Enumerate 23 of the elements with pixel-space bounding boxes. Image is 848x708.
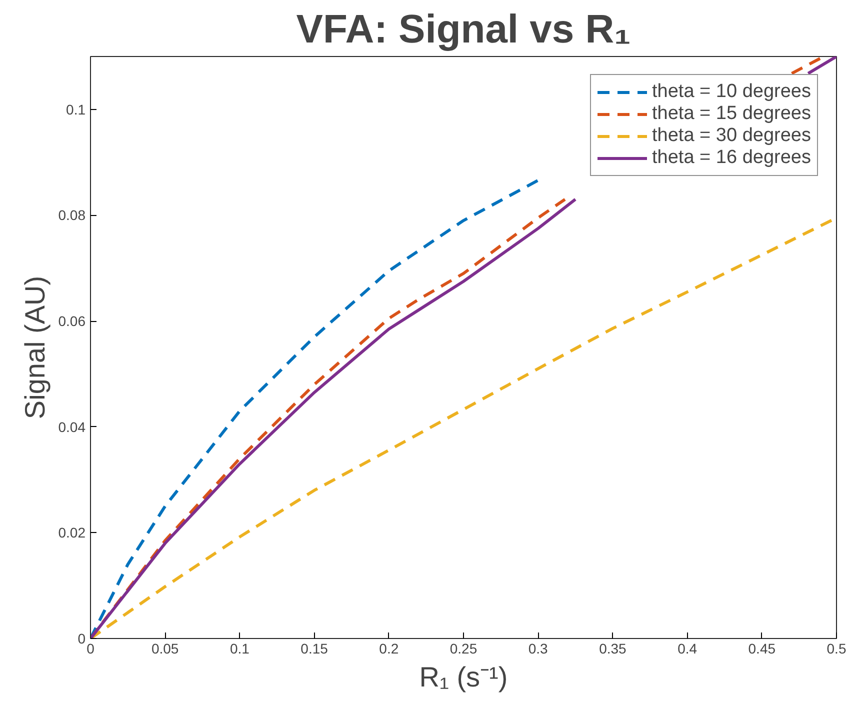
y-tick-label: 0.02 [58, 524, 86, 541]
x-tick-label: 0.45 [748, 640, 776, 656]
x-tick-label: 0.4 [678, 640, 698, 656]
x-tick-label: 0.05 [151, 640, 179, 656]
chart-title: VFA: Signal vs R₁ [296, 8, 631, 52]
y-axis-title: Signal (AU) [19, 276, 50, 420]
x-tick-label: 0.15 [300, 640, 328, 656]
legend-label: theta = 16 degrees [652, 147, 811, 169]
y-tick-label: 0.08 [58, 207, 86, 224]
y-tick-label: 0.1 [66, 101, 86, 118]
x-tick-label: 0.25 [450, 640, 478, 656]
y-tick-label: 0 [78, 630, 86, 646]
x-tick-label: 0.1 [230, 640, 250, 656]
legend-label: theta = 10 degrees [652, 81, 811, 103]
x-tick-label: 0.2 [379, 640, 399, 656]
legend-label: theta = 15 degrees [652, 103, 811, 125]
x-tick-label: 0.3 [528, 640, 548, 656]
x-axis-title: R₁ (s⁻¹) [419, 662, 508, 692]
x-tick-label: 0.35 [599, 640, 627, 656]
y-tick-label: 0.04 [58, 418, 86, 435]
y-tick-label: 0.06 [58, 313, 86, 330]
legend-label: theta = 30 degrees [652, 125, 811, 147]
x-tick-label: 0.5 [826, 640, 846, 656]
